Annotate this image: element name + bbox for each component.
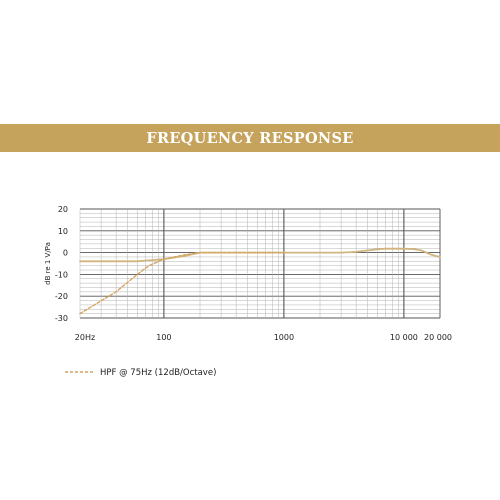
y-tick-label: 20 (58, 205, 68, 214)
chart-grid (79, 208, 441, 319)
x-tick-label: 20 000 (424, 333, 452, 342)
x-tick-label: 20Hz (75, 333, 95, 342)
banner-title: FREQUENCY RESPONSE (146, 129, 354, 147)
x-tick-label: 10 000 (390, 333, 418, 342)
y-tick-label: 0 (63, 249, 68, 258)
series-line-response (79, 247, 441, 263)
chart-legend: HPF @ 75Hz (12dB/Octave) (65, 368, 216, 378)
y-tick-label: -10 (55, 270, 68, 279)
y-tick-label: -20 (55, 292, 68, 301)
chart-series (79, 247, 441, 315)
section-banner: FREQUENCY RESPONSE (0, 124, 500, 152)
x-tick-label: 100 (156, 333, 171, 342)
y-tick-label: -30 (55, 314, 68, 323)
y-tick-label: 10 (58, 227, 68, 236)
legend-label: HPF @ 75Hz (12dB/Octave) (100, 368, 216, 378)
series-line-hpf (79, 251, 285, 315)
y-axis-label: dB re 1 V/Pa (44, 242, 52, 285)
x-tick-label: 1000 (274, 333, 294, 342)
